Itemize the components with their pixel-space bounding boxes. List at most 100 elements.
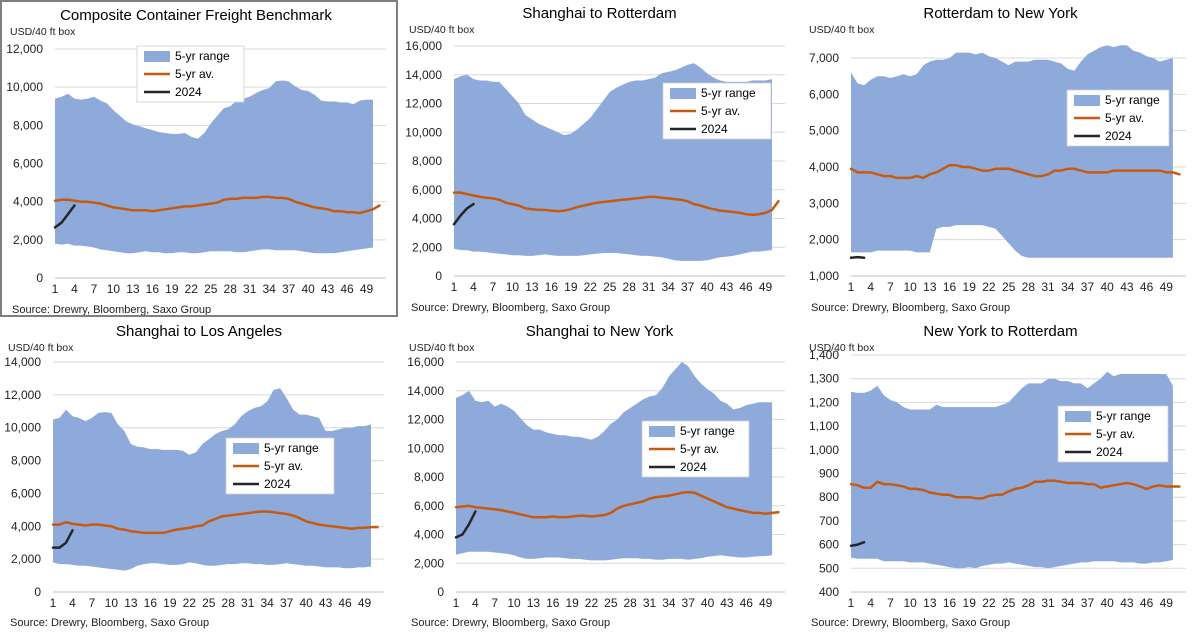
y-tick-label: 2,000 — [412, 240, 442, 254]
chart-title: New York to Rotterdam — [923, 323, 1077, 340]
series-line-2024 — [452, 202, 475, 226]
y-tick-label: 12,000 — [6, 42, 43, 56]
legend-swatch — [649, 426, 675, 437]
x-tick-label: 28 — [623, 596, 637, 610]
x-tick-label: 22 — [584, 280, 598, 294]
legend-label: 5-yr range — [264, 441, 319, 455]
x-tick-label: 10 — [107, 282, 121, 296]
x-tick-label: 49 — [358, 596, 372, 610]
y-tick-label: 2,000 — [11, 552, 41, 566]
legend: 5-yr range 5-yr av. 2024 — [136, 45, 245, 103]
y-tick-label: 10,000 — [407, 441, 444, 455]
x-tick-label: 4 — [867, 280, 874, 294]
x-tick-label: 16 — [546, 596, 560, 610]
y-tick-label: 14,000 — [4, 355, 41, 369]
x-tick-label: 31 — [1041, 280, 1055, 294]
y-tick-label: 600 — [819, 538, 839, 552]
x-tick-label: 37 — [1081, 280, 1095, 294]
x-tick-label: 22 — [585, 596, 599, 610]
source-note: Source: Drewry, Bloomberg, Saxo Group — [411, 302, 610, 314]
series-line-5yr-average — [454, 490, 780, 519]
legend-swatch — [233, 443, 259, 454]
y-tick-label: 10,000 — [6, 80, 43, 94]
legend-label: 5-yr av. — [175, 67, 214, 81]
x-tick-label: 37 — [282, 282, 296, 296]
chart-title: Composite Container Freight Benchmark — [60, 7, 332, 24]
series-line-2024 — [53, 204, 76, 229]
chart-panel: Shanghai to Rotterdam USD/40 ft box 0 2,000… — [401, 0, 798, 317]
x-tick-label: 31 — [642, 280, 656, 294]
x-tick-label: 34 — [262, 282, 276, 296]
x-tick-label: 43 — [720, 596, 734, 610]
x-tick-label: 31 — [243, 282, 257, 296]
x-tick-label: 1 — [848, 280, 855, 294]
y-tick-label: 14,000 — [405, 68, 442, 82]
x-tick-label: 10 — [105, 596, 119, 610]
x-tick-label: 7 — [887, 596, 894, 610]
legend-label: 2024 — [1096, 445, 1123, 459]
x-tick-label: 4 — [470, 280, 477, 294]
x-tick-label: 1 — [50, 596, 57, 610]
x-tick-label: 4 — [71, 282, 78, 296]
y-tick-label: 400 — [819, 585, 839, 599]
unit-label: USD/40 ft box — [8, 342, 74, 354]
y-tick-label: 3,000 — [809, 196, 839, 210]
source-note: Source: Drewry, Bloomberg, Saxo Group — [811, 302, 1010, 314]
x-tick-label: 13 — [527, 596, 541, 610]
x-tick-label: 25 — [1002, 280, 1016, 294]
y-tick-label: 0 — [435, 269, 442, 283]
legend-label: 5-yr range — [1105, 93, 1160, 107]
x-tick-label: 19 — [963, 280, 977, 294]
x-tick-label: 31 — [241, 596, 255, 610]
x-tick-label: 10 — [903, 596, 917, 610]
x-tick-label: 1 — [848, 596, 855, 610]
legend-label: 5-yr range — [175, 49, 230, 63]
legend: 5-yr range 5-yr av. 2024 — [1066, 89, 1170, 147]
y-tick-label: 4,000 — [13, 195, 43, 209]
chart-title: Shanghai to Los Angeles — [116, 323, 282, 340]
legend-label: 2024 — [701, 122, 728, 136]
x-tick-label: 19 — [963, 596, 977, 610]
source-note: Source: Drewry, Bloomberg, Saxo Group — [10, 617, 209, 629]
chart-panel: Shanghai to Los Angeles USD/40 ft box 0 2,0… — [0, 318, 398, 632]
chart-title: Shanghai to New York — [526, 323, 674, 340]
y-tick-label: 16,000 — [405, 39, 442, 53]
y-tick-label: 800 — [819, 490, 839, 504]
x-tick-label: 40 — [701, 596, 715, 610]
x-tick-label: 1 — [453, 596, 460, 610]
legend: 5-yr range 5-yr av. 2024 — [641, 420, 750, 478]
legend-swatch — [1074, 95, 1100, 106]
x-tick-label: 25 — [1002, 596, 1016, 610]
x-tick-label: 19 — [163, 596, 177, 610]
y-tick-label: 2,000 — [414, 556, 444, 570]
x-tick-label: 25 — [204, 282, 218, 296]
x-tick-label: 16 — [943, 280, 957, 294]
y-tick-label: 2,000 — [809, 233, 839, 247]
source-note: Source: Drewry, Bloomberg, Saxo Group — [811, 617, 1010, 629]
y-tick-label: 6,000 — [414, 499, 444, 513]
x-tick-label: 7 — [490, 280, 497, 294]
x-tick-label: 25 — [604, 596, 618, 610]
series-line-2024 — [454, 510, 477, 539]
legend: 5-yr range 5-yr av. 2024 — [1057, 405, 1169, 463]
x-tick-label: 37 — [1081, 596, 1095, 610]
y-tick-label: 0 — [34, 585, 41, 599]
unit-label: USD/40 ft box — [10, 26, 76, 38]
x-tick-label: 49 — [1160, 596, 1174, 610]
series-band-5yr-range — [456, 362, 773, 561]
x-tick-label: 46 — [739, 280, 753, 294]
x-tick-label: 37 — [280, 596, 294, 610]
x-tick-label: 34 — [662, 596, 676, 610]
legend: 5-yr range 5-yr av. 2024 — [225, 437, 335, 495]
y-tick-label: 700 — [819, 514, 839, 528]
x-tick-label: 37 — [681, 280, 695, 294]
x-tick-label: 22 — [982, 280, 996, 294]
series-line-5yr-average — [849, 163, 1181, 180]
chart-svg: Shanghai to Los Angeles USD/40 ft box 0 2,0… — [4, 323, 384, 629]
y-tick-label: 6,000 — [809, 87, 839, 101]
y-tick-label: 8,000 — [13, 118, 43, 132]
series-band-5yr-range — [55, 80, 373, 254]
x-tick-label: 40 — [1100, 280, 1114, 294]
series-band-5yr-range — [53, 388, 371, 571]
